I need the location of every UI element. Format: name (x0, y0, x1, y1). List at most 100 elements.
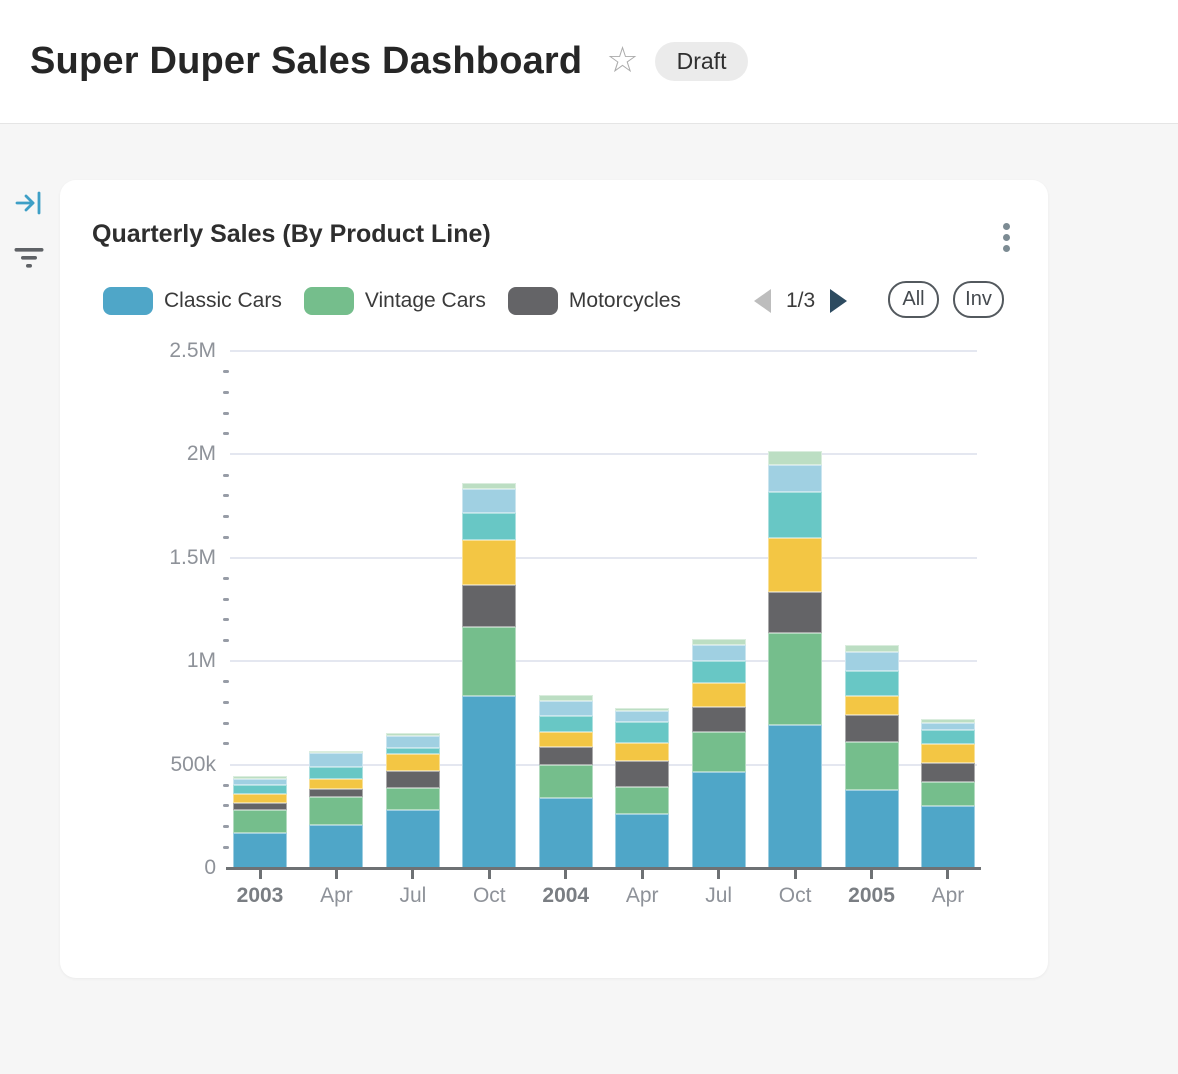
legend-item-motorcycles[interactable]: Motorcycles (507, 287, 681, 315)
bar-segment-vintage-cars[interactable] (462, 627, 517, 697)
bar-segment-vintage-cars[interactable] (920, 782, 975, 807)
bar-segment-series-4[interactable] (538, 731, 593, 748)
bar-segment-series-7[interactable] (920, 718, 975, 723)
bar-segment-series-6[interactable] (233, 779, 287, 785)
bar-segment-classic-cars[interactable] (309, 824, 364, 868)
bar-segment-vintage-cars[interactable] (385, 788, 440, 811)
bar-segment-motorcycles[interactable] (538, 747, 593, 765)
bar-segment-classic-cars[interactable] (615, 813, 670, 868)
x-axis-label: Apr (625, 884, 659, 907)
bar-segment-motorcycles[interactable] (233, 803, 287, 810)
expand-panel-button[interactable] (14, 190, 44, 218)
bar-segment-classic-cars[interactable] (233, 832, 287, 868)
bar-segment-motorcycles[interactable] (920, 763, 975, 783)
y-axis-label: 2.5M (169, 339, 216, 362)
bar-segment-series-4[interactable] (462, 539, 517, 586)
filter-button[interactable] (14, 246, 44, 274)
bar-segment-series-5[interactable] (768, 492, 823, 538)
favorite-star-icon[interactable]: ☆ (606, 38, 639, 80)
bar-segment-series-7[interactable] (844, 645, 899, 652)
y-axis-label: 1M (186, 649, 216, 673)
bar-segment-classic-cars[interactable] (385, 810, 440, 868)
legend-swatch (507, 287, 558, 315)
bar-segment-series-4[interactable] (844, 696, 899, 715)
y-axis-minor-tick (223, 845, 229, 849)
bar-segment-series-6[interactable] (385, 735, 440, 748)
bar-segment-series-7[interactable] (385, 732, 440, 736)
bar-segment-series-5[interactable] (538, 716, 593, 732)
invert-selection-button[interactable]: Inv (953, 281, 1004, 318)
bar-segment-classic-cars[interactable] (920, 806, 975, 868)
bar-segment-series-5[interactable] (691, 661, 746, 684)
bar-segment-vintage-cars[interactable] (691, 731, 746, 773)
bar-jul-6 (691, 351, 746, 868)
legend-item-vintage-cars[interactable]: Vintage Cars (303, 287, 486, 315)
bar-segment-motorcycles[interactable] (309, 789, 364, 797)
bar-segment-motorcycles[interactable] (385, 770, 440, 789)
gridline (230, 556, 977, 559)
bar-segment-series-5[interactable] (309, 766, 364, 780)
bar-segment-series-7[interactable] (768, 451, 823, 466)
legend-swatch (103, 287, 153, 315)
bar-segment-series-6[interactable] (768, 465, 823, 493)
bar-segment-series-6[interactable] (615, 710, 670, 722)
side-toolbar (14, 190, 46, 302)
bar-segment-series-5[interactable] (615, 721, 670, 743)
bar-segment-motorcycles[interactable] (844, 714, 899, 743)
bar-segment-series-7[interactable] (462, 483, 517, 490)
bar-segment-series-4[interactable] (309, 779, 364, 790)
bar-segment-series-4[interactable] (768, 537, 823, 592)
bar-segment-series-5[interactable] (920, 729, 975, 744)
bar-segment-vintage-cars[interactable] (309, 796, 364, 825)
bar-segment-series-4[interactable] (233, 793, 287, 804)
card-menu-button[interactable] (990, 220, 1022, 254)
bar-segment-classic-cars[interactable] (691, 772, 746, 868)
bar-segment-motorcycles[interactable] (691, 706, 746, 732)
bar-segment-vintage-cars[interactable] (844, 742, 899, 790)
bar-segment-motorcycles[interactable] (462, 585, 517, 628)
bar-segment-vintage-cars[interactable] (768, 632, 823, 725)
x-axis-line (226, 867, 981, 870)
x-axis-label: Jul (399, 884, 427, 907)
legend-prev-button[interactable] (754, 289, 771, 313)
bar-segment-vintage-cars[interactable] (233, 809, 287, 833)
bar-segment-classic-cars[interactable] (538, 798, 593, 868)
bar-segment-motorcycles[interactable] (768, 591, 823, 633)
select-all-button[interactable]: All (888, 281, 939, 318)
bar-segment-series-5[interactable] (462, 513, 517, 540)
bar-segment-classic-cars[interactable] (768, 724, 823, 868)
bar-segment-series-5[interactable] (233, 784, 287, 794)
x-axis-label: Apr (931, 884, 965, 907)
bar-segment-classic-cars[interactable] (844, 789, 899, 868)
bar-segment-series-5[interactable] (385, 747, 440, 754)
bar-segment-series-6[interactable] (691, 645, 746, 661)
bar-segment-series-6[interactable] (920, 722, 975, 730)
legend-item-classic-cars[interactable]: Classic Cars (103, 287, 282, 315)
legend-next-button[interactable] (830, 289, 848, 313)
bar-segment-series-4[interactable] (385, 753, 440, 771)
filter-lines-icon (14, 247, 44, 273)
bar-segment-series-6[interactable] (538, 700, 593, 717)
legend: Classic Cars Vintage Cars Motorcycles (103, 283, 681, 319)
bar-segment-series-7[interactable] (309, 750, 364, 754)
bar-segment-series-7[interactable] (615, 707, 670, 711)
bar-segment-series-7[interactable] (691, 639, 746, 646)
bar-segment-vintage-cars[interactable] (615, 786, 670, 814)
bar-segment-series-6[interactable] (462, 489, 517, 514)
x-axis-label: 2004 (542, 884, 590, 907)
bar-segment-series-5[interactable] (844, 670, 899, 697)
bar-segment-classic-cars[interactable] (462, 696, 517, 868)
bar-segment-series-4[interactable] (920, 743, 975, 764)
bar-segment-vintage-cars[interactable] (538, 764, 593, 799)
bar-segment-series-7[interactable] (538, 694, 593, 701)
bar-segment-series-4[interactable] (691, 683, 746, 707)
bar-segment-motorcycles[interactable] (615, 760, 670, 787)
bar-segment-series-7[interactable] (233, 775, 287, 780)
arrow-to-bar-icon (15, 191, 43, 219)
y-axis-minor-tick (223, 783, 229, 787)
bar-segment-series-4[interactable] (615, 742, 670, 761)
y-axis-minor-tick (223, 701, 229, 705)
bar-segment-series-6[interactable] (309, 753, 364, 767)
bar-segment-series-6[interactable] (844, 651, 899, 671)
x-axis-label: Apr (320, 884, 353, 907)
